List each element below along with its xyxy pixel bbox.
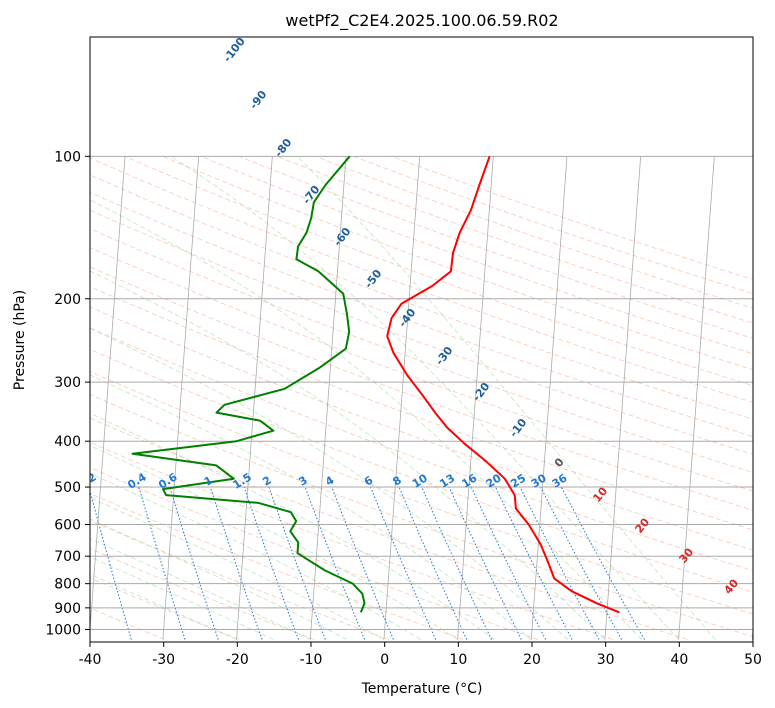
mixing-ratio-line bbox=[169, 486, 219, 640]
isotherm-line bbox=[162, 156, 200, 640]
moist-adiabat bbox=[90, 518, 348, 640]
mixing-ratio-line bbox=[560, 486, 645, 640]
x-tick-label: -30 bbox=[152, 652, 175, 668]
dry-adiabat bbox=[90, 209, 753, 455]
dewpoint-profile bbox=[131, 155, 366, 613]
y-tick-label: 600 bbox=[54, 518, 81, 534]
isotherm-line bbox=[309, 156, 347, 640]
y-tick-label: 800 bbox=[54, 577, 81, 593]
dry-adiabat bbox=[90, 174, 753, 420]
isotherm-line bbox=[678, 156, 715, 640]
y-axis-label: Pressure (hPa) bbox=[12, 290, 28, 390]
isotherm-line bbox=[530, 156, 568, 640]
x-tick-label: 50 bbox=[744, 652, 762, 668]
dry-adiabat bbox=[90, 348, 753, 593]
dry-adiabat bbox=[90, 393, 753, 638]
isotherm-line bbox=[604, 156, 642, 640]
mixing-ratio-line bbox=[519, 486, 600, 640]
plot-frame bbox=[89, 36, 754, 643]
mixing-ratio-line bbox=[470, 486, 547, 640]
x-tick-label: 40 bbox=[670, 652, 688, 668]
dry-adiabat bbox=[90, 417, 688, 640]
moist-adiabat bbox=[170, 155, 679, 640]
mixing-ratio-line bbox=[138, 486, 186, 640]
x-tick-label: 10 bbox=[449, 652, 467, 668]
x-tick-label: 20 bbox=[523, 652, 541, 668]
y-tick-label: 1000 bbox=[45, 623, 81, 639]
mixing-ratio-label: 0.2 bbox=[75, 470, 98, 491]
isotherm-line bbox=[457, 156, 494, 640]
dry-adiabat bbox=[90, 247, 753, 492]
temperature-profile bbox=[386, 155, 620, 614]
moist-adiabat bbox=[90, 270, 606, 640]
moist-adiabat bbox=[90, 412, 495, 640]
moist-adiabat bbox=[90, 497, 385, 640]
moist-adiabat bbox=[90, 445, 458, 640]
mixing-ratio-line bbox=[421, 486, 492, 640]
dry-adiabat bbox=[200, 155, 753, 355]
moist-adiabat bbox=[90, 556, 274, 640]
moist-adiabat bbox=[90, 573, 237, 640]
dry-adiabat bbox=[90, 306, 753, 551]
dry-adiabat bbox=[90, 371, 753, 615]
isotherm-line bbox=[236, 156, 273, 640]
y-tick-label: 700 bbox=[54, 549, 81, 565]
x-tick-label: -40 bbox=[79, 652, 102, 668]
y-tick-label: 400 bbox=[54, 434, 81, 450]
dry-adiabat bbox=[276, 155, 753, 324]
mixing-ratio-line bbox=[331, 486, 394, 640]
dry-adiabat bbox=[90, 228, 753, 473]
moist-adiabat bbox=[90, 199, 643, 640]
pressure-grid bbox=[90, 155, 753, 630]
y-tick-label: 900 bbox=[54, 601, 81, 617]
dry-adiabat bbox=[90, 266, 753, 511]
moist-adiabat bbox=[90, 374, 532, 640]
mixing-ratio-line bbox=[495, 486, 573, 640]
y-tick-label: 500 bbox=[54, 480, 81, 496]
mixing-ratio-line bbox=[540, 486, 623, 640]
chart-title: wetPf2_C2E4.2025.100.06.59.R02 bbox=[285, 11, 558, 31]
profiles bbox=[131, 155, 620, 614]
dry-adiabat bbox=[238, 155, 753, 339]
x-axis: -40 -30 -20 -10 0 10 20 30 40 50 bbox=[79, 642, 762, 668]
isotherm-line bbox=[90, 156, 126, 635]
x-tick-label: -10 bbox=[300, 652, 323, 668]
y-tick-label: 200 bbox=[54, 292, 81, 308]
moist-adiabat bbox=[296, 156, 716, 640]
moist-adiabat bbox=[90, 327, 569, 640]
dry-adiabat bbox=[162, 155, 753, 371]
dry-adiabat bbox=[90, 327, 753, 572]
dry-adiabat bbox=[90, 192, 753, 438]
x-tick-label: 0 bbox=[380, 652, 389, 668]
mixing-ratio-line bbox=[448, 486, 522, 640]
x-axis-label: Temperature (°C) bbox=[361, 681, 483, 697]
y-tick-label: 100 bbox=[54, 149, 81, 165]
x-tick-label: 30 bbox=[597, 652, 615, 668]
mixing-ratio-line bbox=[268, 486, 326, 640]
y-axis: 100 200 300 400 500 600 700 800 900 1000 bbox=[45, 149, 90, 639]
background-lines bbox=[90, 155, 753, 640]
x-tick-label: -20 bbox=[226, 652, 249, 668]
isotherm-line bbox=[383, 156, 421, 640]
y-tick-label: 300 bbox=[54, 375, 81, 391]
